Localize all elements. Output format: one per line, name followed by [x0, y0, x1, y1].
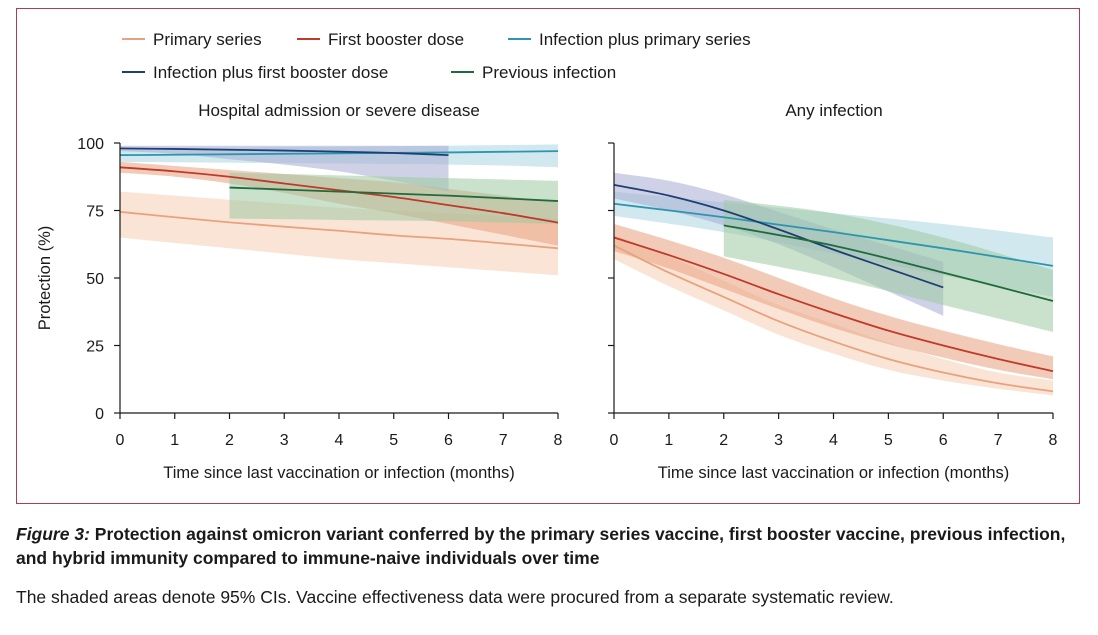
figure-caption: Figure 3: Protection against omicron var… [16, 522, 1086, 570]
series-line [119, 210, 559, 250]
x-axis-title: Time since last vaccination or infection… [163, 464, 515, 482]
ci-band [614, 224, 1053, 380]
series-line [119, 166, 559, 224]
y-tick-label: 50 [86, 271, 104, 288]
series-line [613, 202, 1054, 267]
y-tick-label: 25 [86, 339, 104, 356]
chart-panel: 0 1 2 3 4 5 6 7 8 0 25 50 75 100 Hospital admission or… [36, 101, 563, 482]
ci-band [723, 199, 1053, 332]
caption-note: The shaded areas denote 95% CIs. Vaccine… [16, 587, 894, 607]
ci-band [229, 172, 558, 224]
legend-label: Previous infection [482, 63, 616, 82]
x-tick-label: 7 [499, 432, 508, 449]
caption-heading: Figure 3: Protection against omicron var… [16, 524, 1065, 568]
legend-label: First booster dose [328, 30, 464, 49]
y-tick-label: 75 [86, 204, 104, 221]
x-tick-label: 4 [335, 432, 344, 449]
panel-title: Any infection [785, 101, 882, 120]
x-tick-label: 3 [774, 432, 783, 449]
x-axis-title: Time since last vaccination or infection… [658, 464, 1010, 482]
series-line [723, 224, 1054, 302]
legend: Primary series First booster dose Infectio… [122, 30, 751, 82]
x-tick-label: 0 [116, 432, 125, 449]
panel-title: Hospital admission or severe disease [198, 101, 480, 120]
x-tick-label: 1 [664, 432, 673, 449]
x-tick-label: 6 [444, 432, 453, 449]
series-line [613, 183, 944, 289]
chart-panel: 0 1 2 3 4 5 6 7 8 Any infection Time since last va… [608, 101, 1058, 482]
y-axis-title: Protection (%) [36, 226, 54, 331]
series-line [613, 244, 1054, 393]
x-tick-label: 0 [610, 432, 619, 449]
series-line [613, 236, 1054, 373]
figure-frame [16, 8, 1080, 504]
y-tick-label: 0 [95, 406, 104, 423]
x-tick-label: 6 [939, 432, 948, 449]
legend-label: Primary series [153, 30, 262, 49]
x-tick-label: 5 [884, 432, 893, 449]
caption-label: Figure 3: [16, 524, 90, 544]
caption-title: Protection against omicron variant confe… [16, 524, 1066, 568]
x-tick-label: 8 [554, 432, 563, 449]
x-tick-label: 5 [389, 432, 398, 449]
legend-label: Infection plus first booster dose [153, 63, 388, 82]
ci-band [614, 234, 1053, 396]
x-tick-label: 7 [994, 432, 1003, 449]
ci-band [120, 145, 449, 192]
x-tick-label: 2 [719, 432, 728, 449]
chart-area: Primary series First booster dose Infectio… [36, 30, 1058, 482]
legend-label: Infection plus primary series [539, 30, 751, 49]
series-line [229, 186, 559, 202]
x-tick-label: 3 [280, 432, 289, 449]
x-tick-label: 1 [170, 432, 179, 449]
x-tick-label: 2 [225, 432, 234, 449]
x-tick-label: 4 [829, 432, 838, 449]
y-tick-label: 100 [77, 136, 104, 153]
x-tick-label: 8 [1049, 432, 1058, 449]
series-line [119, 147, 449, 157]
